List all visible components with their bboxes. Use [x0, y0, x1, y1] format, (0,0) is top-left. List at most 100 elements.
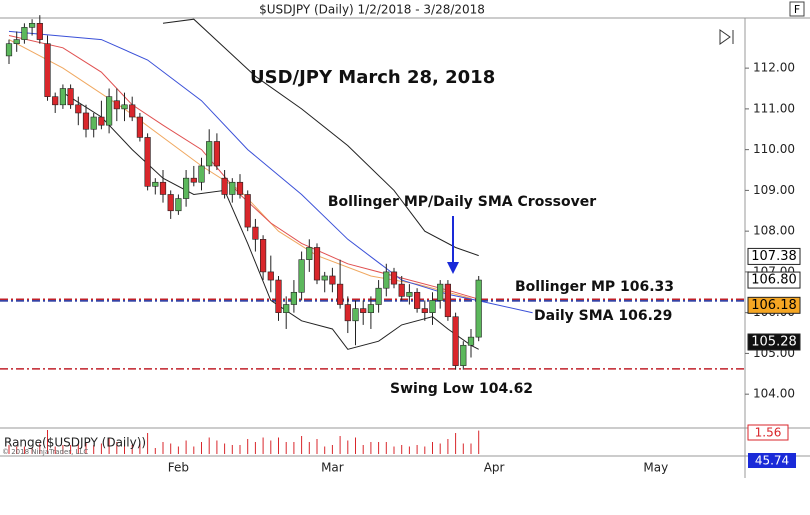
- y-tick-label: 110.00: [753, 142, 795, 156]
- value-box-label: 1.56: [755, 426, 782, 440]
- candle-body: [152, 181, 159, 187]
- candle-body: [352, 308, 359, 322]
- y-tick-label: 104.00: [753, 387, 795, 401]
- candle-body: [275, 279, 282, 313]
- y-tick-label: 112.00: [753, 61, 795, 75]
- scroll-end-icon[interactable]: [719, 29, 734, 45]
- price-label: 106.80: [751, 273, 797, 288]
- candle-body: [460, 344, 467, 366]
- plot: 104.00105.00106.00107.00108.00109.00110.…: [0, 15, 795, 475]
- value-box: [747, 424, 789, 441]
- value-box-label: 45.74: [755, 454, 789, 468]
- candle-body: [244, 194, 251, 228]
- candle-body: [398, 283, 405, 297]
- indicator-line: [8, 30, 533, 314]
- candle-body: [375, 287, 382, 305]
- price-label-box: [747, 333, 801, 351]
- candle-body: [82, 112, 90, 130]
- annotation: Swing Low 104.62: [390, 381, 533, 397]
- candle-body: [437, 283, 444, 301]
- candle-body: [298, 259, 305, 293]
- candle-body: [367, 304, 375, 313]
- candle-body: [28, 22, 36, 28]
- candle-body: [175, 198, 182, 212]
- x-tick-label: Feb: [168, 461, 189, 475]
- candle-body: [44, 43, 51, 97]
- candle-body: [136, 116, 144, 138]
- candle-body: [252, 226, 259, 240]
- candle-body: [159, 181, 167, 195]
- candle-body: [75, 104, 82, 114]
- x-tick-label: Mar: [321, 461, 344, 475]
- candle-body: [21, 27, 28, 40]
- candle-body: [475, 279, 482, 338]
- candle-body: [206, 141, 213, 167]
- chart-title: $USDJPY (Daily) 1/2/2018 - 3/28/2018: [259, 3, 485, 17]
- annotation: Bollinger MP 106.33: [515, 279, 674, 295]
- candle-body: [52, 96, 59, 106]
- y-tick-label: 111.00: [753, 101, 795, 115]
- candle-body: [444, 283, 452, 318]
- candle-body: [13, 39, 20, 44]
- candle-body: [67, 88, 74, 106]
- menu-button[interactable]: [789, 1, 805, 17]
- price-label-box: [747, 271, 801, 289]
- copyright: © 2018 NinjaTrader, LLC: [2, 448, 88, 456]
- candle-body: [290, 291, 298, 305]
- candle-body: [329, 275, 336, 285]
- candle-body: [283, 304, 290, 313]
- value-box: [748, 453, 796, 468]
- indicator-line: [162, 18, 479, 257]
- price-label: 106.18: [751, 298, 797, 313]
- candle-body: [98, 116, 105, 126]
- candle-body: [167, 194, 174, 212]
- arrow-head: [447, 262, 459, 274]
- candle-body: [360, 308, 367, 313]
- candle-body: [198, 165, 205, 183]
- price-label-box: [747, 296, 801, 314]
- panel-label: Range($USDJPY (Daily)): [4, 436, 146, 450]
- candle-body: [406, 291, 413, 297]
- x-tick-label: May: [643, 461, 668, 475]
- candle-body: [413, 291, 421, 309]
- menu-button-label[interactable]: F: [794, 3, 800, 16]
- candle-body: [259, 239, 267, 273]
- candle-body: [106, 96, 113, 126]
- x-tick-label: Apr: [484, 461, 505, 475]
- candle-body: [383, 271, 390, 289]
- candle-body: [113, 100, 120, 110]
- candle-body: [129, 104, 136, 118]
- candle-body: [306, 247, 313, 260]
- candle-body: [213, 141, 221, 167]
- candle-body: [421, 308, 428, 313]
- annotation: Daily SMA 106.29: [534, 308, 672, 324]
- y-tick-label: 108.00: [753, 224, 795, 238]
- candle-body: [36, 22, 43, 40]
- candle-body: [190, 177, 197, 183]
- price-label: 105.28: [751, 335, 797, 350]
- candle-body: [336, 283, 344, 305]
- price-label: 107.38: [751, 249, 797, 264]
- candle-body: [390, 271, 398, 285]
- candle-body: [121, 104, 128, 110]
- candle-body: [452, 316, 459, 366]
- candle-body: [144, 137, 151, 187]
- annotation: USD/JPY March 28, 2018: [250, 67, 495, 88]
- candle-body: [229, 181, 236, 195]
- candle-body: [429, 300, 436, 313]
- candle-body: [90, 116, 97, 130]
- annotation: Bollinger MP/Daily SMA Crossover: [328, 194, 596, 210]
- candle-body: [267, 271, 274, 281]
- candle-body: [236, 181, 244, 195]
- candle-body: [5, 43, 13, 57]
- candle-body: [344, 304, 351, 322]
- candle-body: [467, 336, 475, 346]
- candle-body: [321, 275, 328, 281]
- candle-body: [313, 247, 321, 281]
- indicator-line: [62, 92, 479, 350]
- price-label-box: [747, 247, 801, 265]
- y-tick-label: 109.00: [753, 183, 795, 197]
- candle-body: [221, 177, 228, 195]
